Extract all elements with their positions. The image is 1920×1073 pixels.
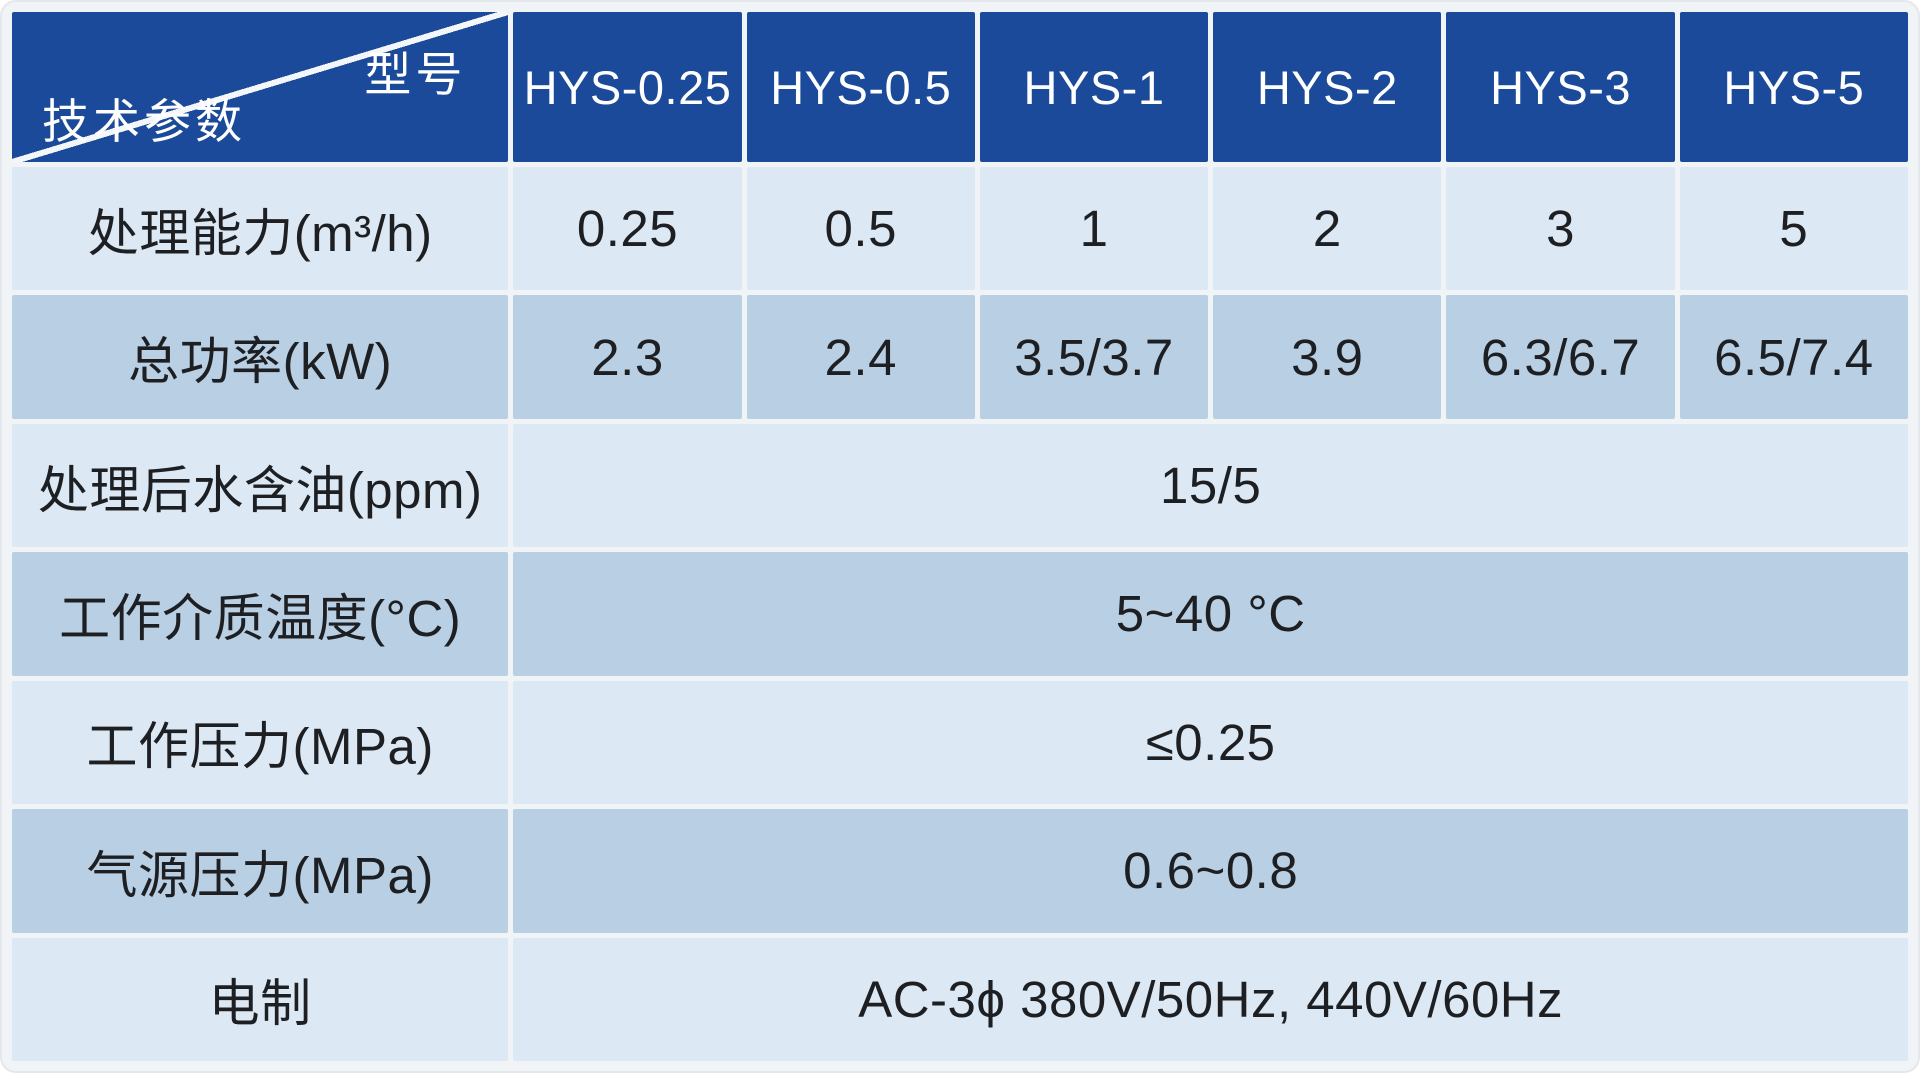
model-header-hys-5: HYS-5: [1679, 12, 1908, 162]
value-cell: 3: [1446, 167, 1675, 291]
span-value-oil-content: 15/5: [513, 423, 1908, 548]
value-cell: 2.4: [746, 295, 975, 419]
row-label-oil-content: 处理后水含油(ppm): [12, 423, 509, 548]
row-label-working-pressure: 工作压力(MPa): [12, 680, 509, 805]
header-row: 型号 技术参数 HYS-0.25 HYS-0.5 HYS-1 HYS-2 HYS…: [12, 12, 1908, 162]
row-label-medium-temperature: 工作介质温度(°C): [12, 552, 509, 676]
row-label-electric-system: 电制: [12, 937, 509, 1061]
value-cell: 6.3/6.7: [1446, 295, 1675, 419]
row-label-total-power: 总功率(kW): [12, 295, 509, 419]
value-cell: 2.3: [513, 295, 742, 419]
value-cell: 5: [1679, 167, 1908, 291]
span-value-electric-system: AC-3ϕ 380V/50Hz, 440V/60Hz: [513, 937, 1908, 1061]
row-electric-system: 电制 AC-3ϕ 380V/50Hz, 440V/60Hz: [12, 937, 1908, 1061]
span-value-working-pressure: ≤0.25: [513, 680, 1908, 805]
row-air-pressure: 气源压力(MPa) 0.6~0.8: [12, 809, 1908, 933]
model-header-hys-2: HYS-2: [1213, 12, 1442, 162]
row-label-capacity: 处理能力(m³/h): [12, 167, 509, 291]
model-header-hys-0-5: HYS-0.5: [746, 12, 975, 162]
model-header-hys-0-25: HYS-0.25: [513, 12, 742, 162]
row-medium-temperature: 工作介质温度(°C) 5~40 °C: [12, 552, 1908, 676]
model-header-hys-1: HYS-1: [979, 12, 1209, 162]
model-header-hys-3: HYS-3: [1446, 12, 1675, 162]
value-cell: 0.25: [513, 167, 742, 291]
corner-param-label: 技术参数: [42, 95, 246, 148]
row-capacity: 处理能力(m³/h) 0.25 0.5 1 2 3 5: [12, 167, 1908, 291]
span-value-air-pressure: 0.6~0.8: [513, 809, 1908, 933]
value-cell: 3.9: [1213, 295, 1442, 419]
row-oil-content: 处理后水含油(ppm) 15/5: [12, 423, 1908, 548]
span-value-medium-temperature: 5~40 °C: [513, 552, 1908, 676]
row-label-air-pressure: 气源压力(MPa): [12, 809, 509, 933]
row-working-pressure: 工作压力(MPa) ≤0.25: [12, 680, 1908, 805]
row-total-power: 总功率(kW) 2.3 2.4 3.5/3.7 3.9 6.3/6.7 6.5/…: [12, 295, 1908, 419]
corner-header-cell: 型号 技术参数: [12, 12, 509, 162]
value-cell: 2: [1213, 167, 1442, 291]
corner-model-label: 型号: [364, 48, 467, 101]
technical-parameters-table: 型号 技术参数 HYS-0.25 HYS-0.5 HYS-1 HYS-2 HYS…: [7, 7, 1913, 1066]
value-cell: 0.5: [746, 167, 975, 291]
value-cell: 6.5/7.4: [1679, 295, 1908, 419]
value-cell: 1: [979, 167, 1209, 291]
value-cell: 3.5/3.7: [979, 295, 1209, 419]
